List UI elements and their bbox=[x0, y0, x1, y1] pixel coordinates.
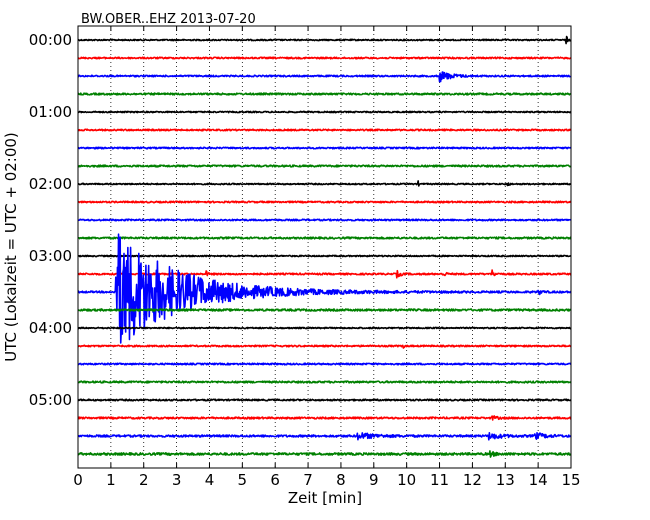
trace-line bbox=[78, 180, 571, 187]
trace-line bbox=[78, 380, 571, 384]
x-tick-label: 14 bbox=[529, 471, 548, 489]
trace-line bbox=[78, 431, 571, 441]
trace-line bbox=[78, 236, 571, 240]
trace-line bbox=[78, 71, 571, 83]
trace-line bbox=[78, 164, 571, 168]
x-tick-label: 3 bbox=[172, 471, 182, 489]
trace-line bbox=[78, 92, 571, 96]
trace-line bbox=[78, 233, 571, 344]
trace-line bbox=[78, 146, 571, 150]
y-tick-label: 00:00 bbox=[29, 31, 72, 49]
trace-line bbox=[78, 254, 571, 258]
x-tick-label: 0 bbox=[73, 471, 83, 489]
chart-title: BW.OBER..EHZ 2013-07-20 bbox=[81, 12, 256, 27]
trace-line bbox=[78, 415, 571, 421]
y-tick-label: 02:00 bbox=[29, 175, 72, 193]
plot-frame bbox=[77, 25, 572, 469]
trace-line bbox=[78, 326, 571, 330]
traces bbox=[78, 35, 571, 458]
x-tick-label: 5 bbox=[238, 471, 248, 489]
trace-line bbox=[78, 398, 571, 402]
y-tick-label: 01:00 bbox=[29, 103, 72, 121]
x-tick-label: 6 bbox=[270, 471, 280, 489]
trace-line bbox=[78, 128, 571, 132]
trace-line bbox=[78, 450, 571, 458]
y-tick-label: 04:00 bbox=[29, 319, 72, 337]
trace-line bbox=[78, 56, 571, 60]
y-tick-label: 05:00 bbox=[29, 391, 72, 409]
trace-line bbox=[78, 269, 571, 279]
x-axis-label: Zeit [min] bbox=[288, 489, 362, 507]
x-tick-label: 13 bbox=[496, 471, 515, 489]
trace-line bbox=[78, 110, 571, 114]
trace-line bbox=[78, 362, 571, 366]
x-tick-label: 11 bbox=[430, 471, 449, 489]
x-tick-label: 1 bbox=[106, 471, 116, 489]
x-tick-label: 10 bbox=[397, 471, 416, 489]
y-axis-label: UTC (Lokalzeit = UTC + 02:00) bbox=[2, 132, 20, 362]
trace-line bbox=[78, 35, 571, 45]
trace-line bbox=[78, 308, 571, 312]
y-axis-ticks: 00:00 01:00 02:00 03:00 04:00 05:00 bbox=[29, 31, 571, 409]
x-axis-ticks: 0 1 2 3 4 5 6 7 8 9 10 11 12 13 14 15 bbox=[73, 26, 581, 489]
x-tick-label: 2 bbox=[139, 471, 149, 489]
x-tick-label: 9 bbox=[369, 471, 379, 489]
grid-lines bbox=[110, 26, 539, 468]
x-tick-label: 15 bbox=[561, 471, 580, 489]
trace-line bbox=[78, 200, 571, 204]
x-tick-label: 8 bbox=[336, 471, 346, 489]
x-tick-label: 4 bbox=[205, 471, 215, 489]
trace-line bbox=[78, 344, 571, 349]
trace-line bbox=[78, 218, 571, 222]
x-tick-label: 12 bbox=[463, 471, 482, 489]
x-tick-label: 7 bbox=[303, 471, 313, 489]
y-tick-label: 03:00 bbox=[29, 247, 72, 265]
